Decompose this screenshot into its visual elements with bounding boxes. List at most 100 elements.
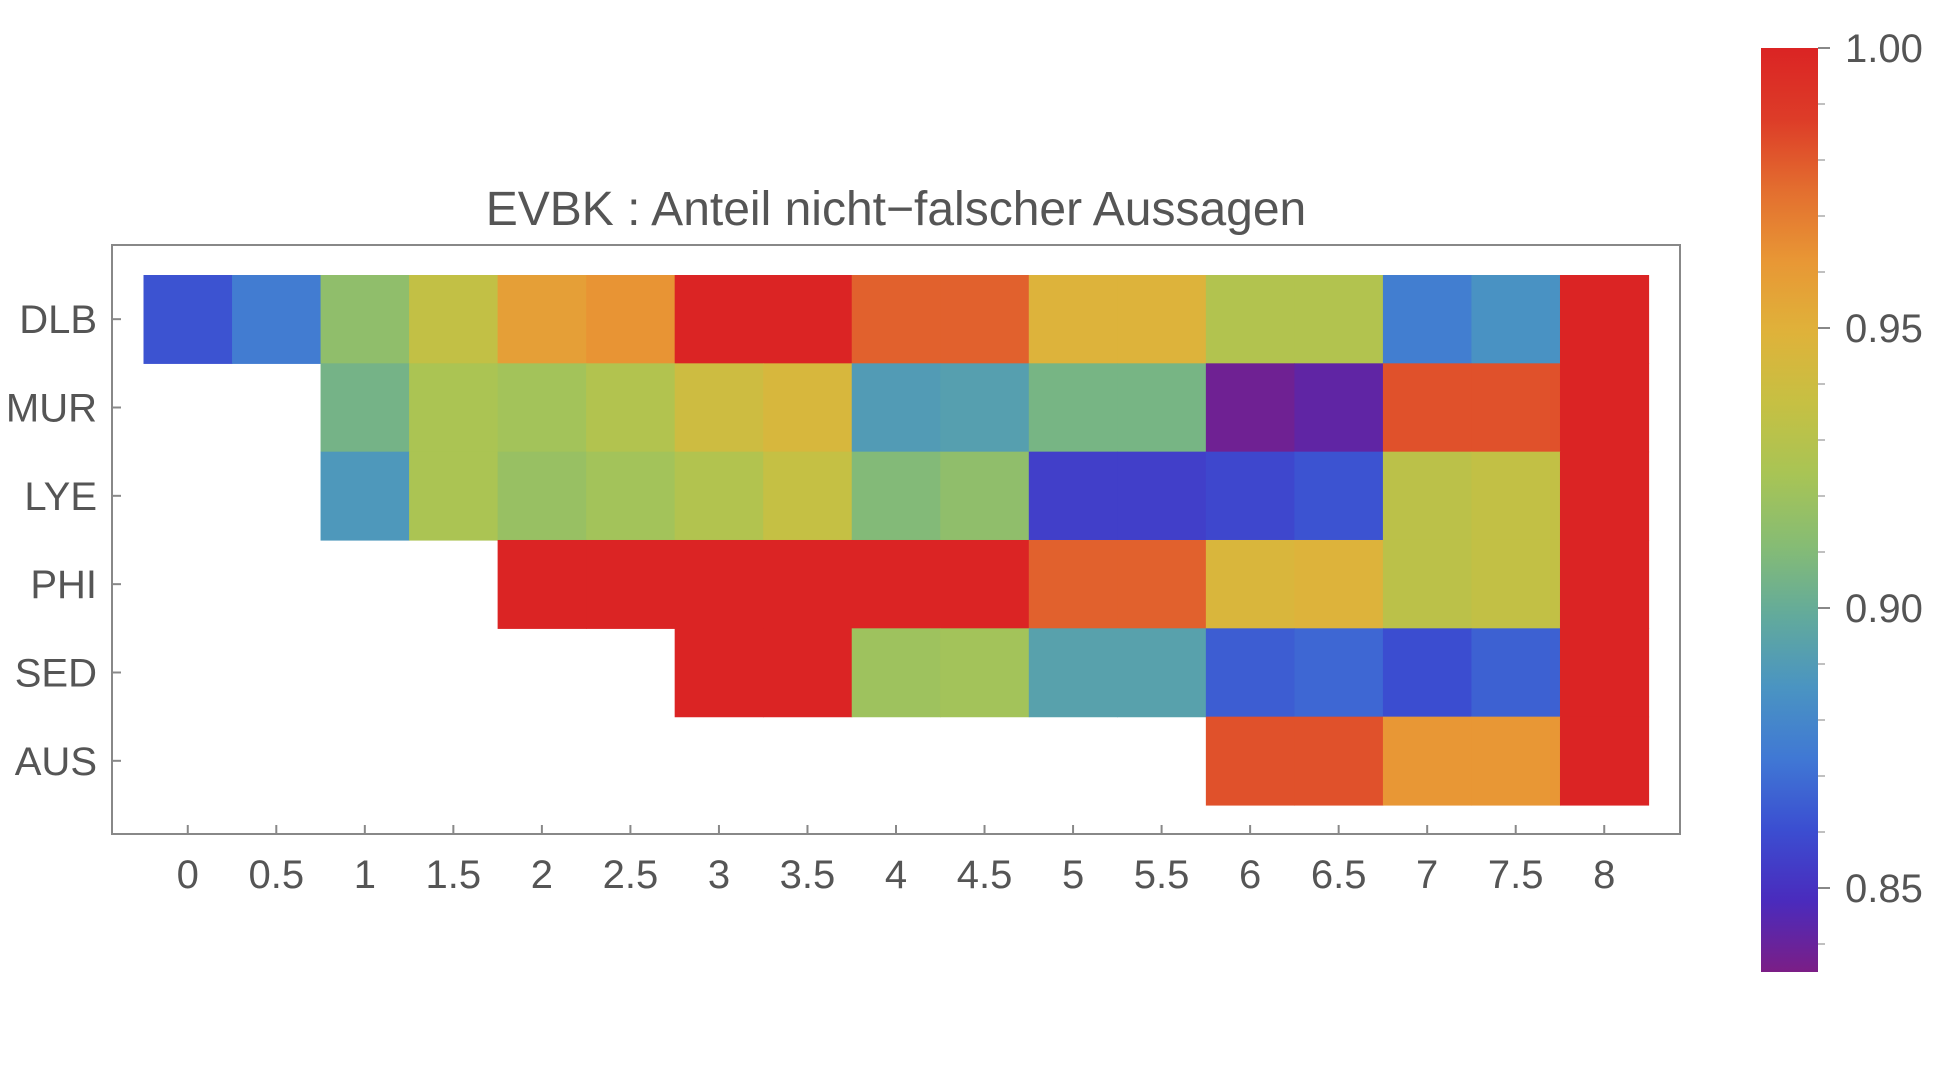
heatmap-cell	[763, 628, 853, 718]
heatmap-cell	[940, 628, 1030, 718]
heatmap-cell	[1382, 716, 1473, 806]
y-tick-label: LYE	[24, 475, 97, 519]
heatmap-cell	[674, 275, 764, 364]
colorbar-gradient	[1761, 48, 1818, 972]
heatmap-cell	[1205, 628, 1295, 718]
x-tick-label: 1.5	[426, 853, 482, 897]
heatmap-cell	[1294, 363, 1384, 453]
heatmap-cell	[1205, 275, 1295, 364]
heatmap-cell	[1117, 539, 1207, 629]
heatmap-cell	[1205, 716, 1295, 806]
heatmap-cell	[1382, 628, 1473, 718]
heatmap-cell	[1028, 539, 1118, 629]
x-tick-label: 0	[177, 853, 199, 897]
heatmap-cell	[851, 363, 941, 453]
heatmap-cell	[851, 539, 941, 629]
x-tick-label: 6.5	[1311, 853, 1367, 897]
y-tick-label: DLB	[19, 298, 97, 342]
heatmap-cell	[763, 363, 853, 453]
heatmap-cell	[674, 363, 764, 453]
x-axis: 0 0.5 1 1.5 2 2.5 3 3.5 4 4.5 5 5.5 6 6.5 7 7.5 8	[177, 825, 1615, 897]
heatmap-cell	[1559, 363, 1650, 453]
x-tick-label: 1	[354, 853, 376, 897]
heatmap-cell	[1471, 539, 1561, 629]
heatmap-cell	[1294, 451, 1384, 541]
x-tick-label: 5	[1062, 853, 1084, 897]
x-tick-label: 5.5	[1134, 853, 1190, 897]
y-axis: DLB MUR LYE PHI SED AUS	[6, 298, 121, 784]
colorbar-tick-label: 0.95	[1845, 307, 1923, 351]
heatmap-cell	[1294, 275, 1384, 364]
heatmap-cell	[1471, 363, 1561, 453]
heatmap-cell	[497, 539, 587, 629]
y-tick-label: MUR	[6, 386, 97, 430]
x-tick-label: 3.5	[780, 853, 836, 897]
heatmap-cell	[763, 539, 853, 629]
y-tick-label: AUS	[15, 740, 97, 784]
x-tick-label: 4.5	[957, 853, 1013, 897]
heatmap-cell	[497, 275, 587, 364]
heatmap-cell	[320, 275, 410, 364]
x-tick-label: 0.5	[248, 853, 304, 897]
x-tick-label: 4	[885, 853, 907, 897]
heatmap-cell	[1559, 716, 1650, 806]
heatmap-cell	[1205, 451, 1295, 541]
heatmap-cell	[1471, 275, 1561, 364]
heatmap-cell	[1382, 275, 1473, 364]
heatmap-cell	[1028, 451, 1118, 541]
heatmap-cell	[940, 451, 1030, 541]
x-tick-label: 2	[531, 853, 553, 897]
heatmap-cell	[1559, 451, 1650, 541]
heatmap-cell	[586, 539, 676, 629]
heatmap-cell	[1028, 628, 1118, 718]
heatmap-cell	[143, 275, 233, 364]
x-tick-label: 7	[1416, 853, 1438, 897]
heatmap-cell	[1205, 363, 1295, 453]
colorbar: 1.00 0.95 0.90 0.85	[1761, 27, 1923, 972]
heatmap-cell	[1028, 275, 1118, 364]
heatmap-cell	[851, 451, 941, 541]
heatmap-cell	[1471, 451, 1561, 541]
x-tick-label: 7.5	[1488, 853, 1544, 897]
heatmap-cell	[320, 363, 410, 453]
heatmap-cell	[674, 628, 764, 718]
heatmap-cell	[1471, 716, 1561, 806]
heatmap-cell	[674, 451, 764, 541]
heatmap-cell	[497, 451, 587, 541]
heatmap-cell	[1382, 451, 1473, 541]
heatmap-cell	[586, 275, 676, 364]
heatmap-cell	[1205, 539, 1295, 629]
heatmap-cell	[1117, 275, 1207, 364]
heatmap-cell	[1559, 628, 1650, 718]
heatmap-cell	[674, 539, 764, 629]
heatmap-cell	[320, 451, 410, 541]
heatmap-cell	[1117, 363, 1207, 453]
heatmap-cell	[1559, 275, 1650, 364]
heatmap-cell	[1471, 628, 1561, 718]
heatmap-cell	[1117, 628, 1207, 718]
heatmap-cell	[1028, 363, 1118, 453]
heatmap-cell	[763, 275, 853, 364]
heatmap-cell	[1382, 539, 1473, 629]
x-tick-label: 3	[708, 853, 730, 897]
heatmap-cell	[1382, 363, 1473, 453]
heatmap-cell	[409, 363, 499, 453]
heatmap-cell	[1294, 716, 1384, 806]
heatmap-cell	[940, 275, 1030, 364]
heatmap-cell	[1559, 539, 1650, 629]
heatmap-cell	[497, 363, 587, 453]
heatmap-cell	[586, 451, 676, 541]
heatmap-cell	[1294, 628, 1384, 718]
heatmap-cell	[940, 539, 1030, 629]
heatmap-cell	[851, 275, 941, 364]
y-tick-label: SED	[15, 651, 97, 695]
heatmap-cell	[1294, 539, 1384, 629]
x-tick-label: 6	[1239, 853, 1261, 897]
heatmap-cell	[851, 628, 941, 718]
heatmap-cell	[586, 363, 676, 453]
heatmap-cell	[409, 275, 499, 364]
colorbar-tick-label: 0.85	[1845, 867, 1923, 911]
x-tick-label: 2.5	[603, 853, 659, 897]
